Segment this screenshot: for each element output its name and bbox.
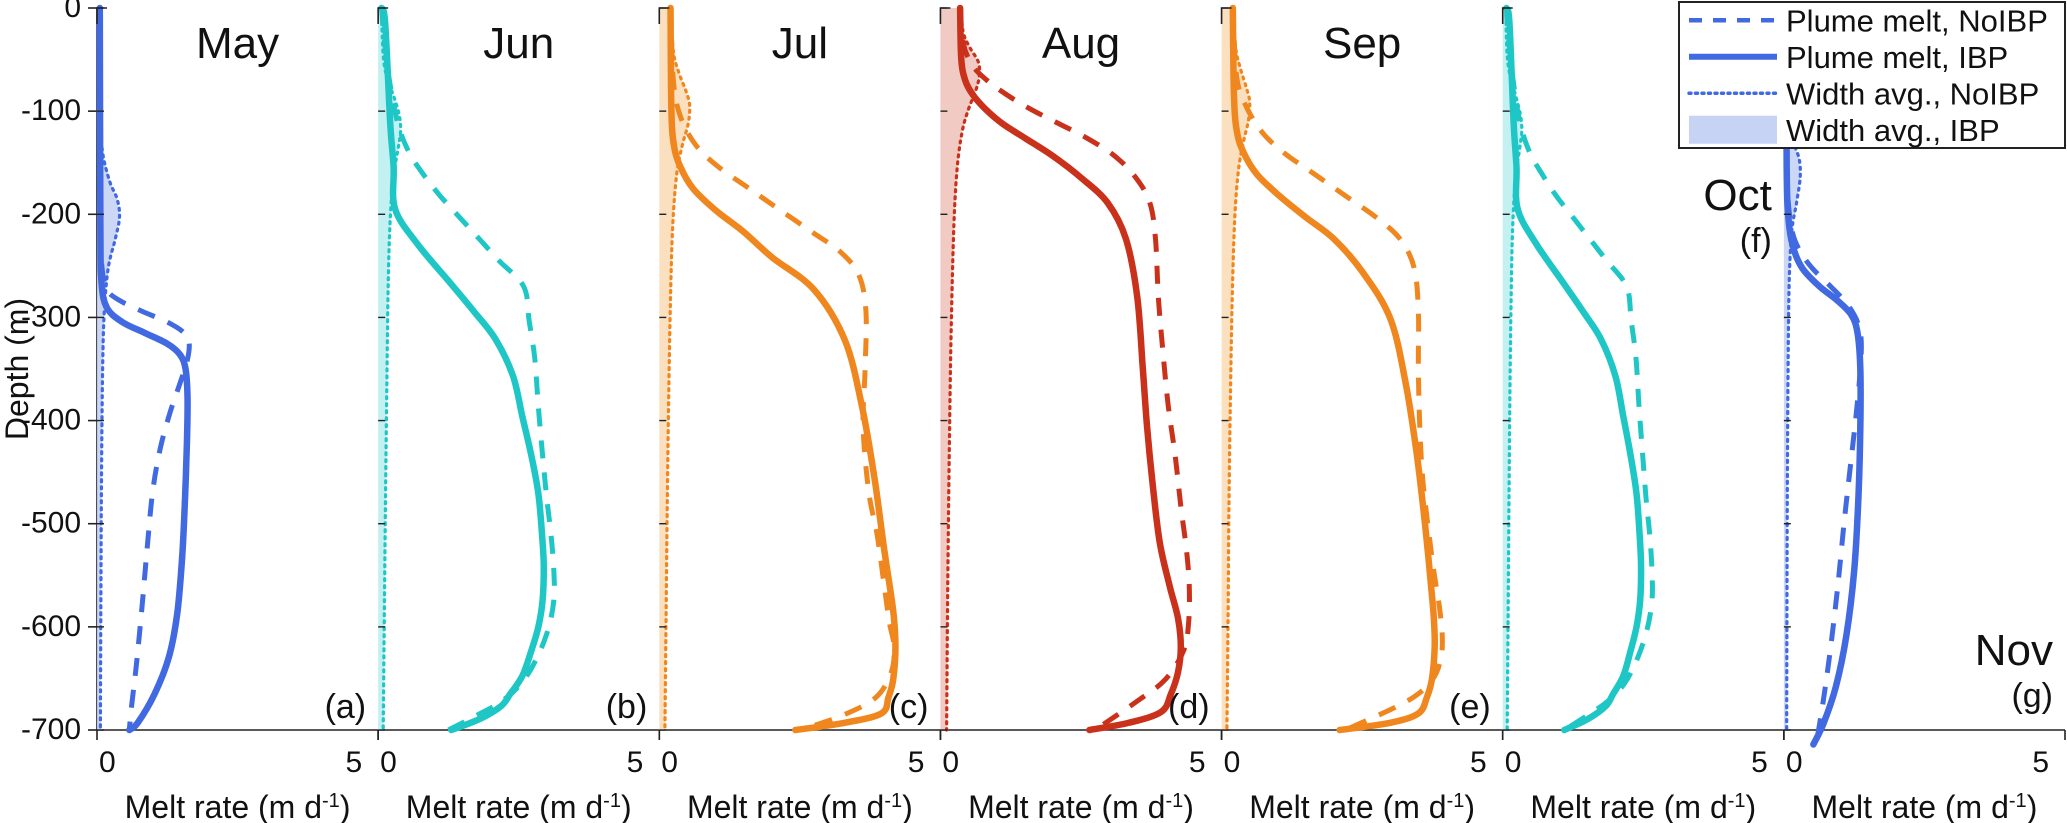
svg-text:Melt rate (m d-1): Melt rate (m d-1) [968,789,1194,823]
svg-text:Aug: Aug [1042,19,1120,68]
svg-text:Melt rate (m d-1): Melt rate (m d-1) [687,789,913,823]
svg-text:Oct: Oct [1703,171,1771,220]
svg-text:5: 5 [1189,746,1206,779]
svg-text:Melt rate (m d-1): Melt rate (m d-1) [1249,789,1475,823]
svg-text:Jul: Jul [772,19,828,68]
svg-text:0: 0 [1224,746,1241,779]
svg-text:Sep: Sep [1323,19,1401,68]
svg-text:Plume melt, NoIBP: Plume melt, NoIBP [1786,3,2048,38]
svg-text:5: 5 [627,746,644,779]
svg-text:Melt rate (m d-1): Melt rate (m d-1) [125,789,351,823]
svg-text:(f): (f) [1740,222,1772,260]
svg-text:(e): (e) [1449,688,1491,726]
svg-text:Width avg., IBP: Width avg., IBP [1786,113,2000,148]
svg-text:Melt rate (m d-1): Melt rate (m d-1) [1812,789,2038,823]
svg-text:Melt rate (m d-1): Melt rate (m d-1) [1530,789,1756,823]
svg-text:-500: -500 [21,507,81,540]
svg-text:-600: -600 [21,610,81,643]
svg-text:(d): (d) [1168,688,1210,726]
svg-text:(c): (c) [889,688,929,726]
svg-text:5: 5 [1470,746,1487,779]
svg-text:0: 0 [1786,746,1803,779]
svg-text:Width avg., NoIBP: Width avg., NoIBP [1786,76,2039,111]
svg-text:(b): (b) [606,688,648,726]
svg-text:0: 0 [64,0,81,24]
svg-text:0: 0 [942,746,959,779]
svg-text:Jun: Jun [483,19,554,68]
svg-text:-700: -700 [21,713,81,746]
svg-text:5: 5 [908,746,925,779]
svg-text:-200: -200 [21,197,81,230]
svg-text:0: 0 [99,746,116,779]
svg-text:0: 0 [661,746,678,779]
svg-text:-100: -100 [21,94,81,127]
svg-text:May: May [196,19,279,68]
svg-text:0: 0 [1505,746,1522,779]
svg-text:0: 0 [380,746,397,779]
svg-text:Nov: Nov [1975,626,2053,675]
svg-text:(g): (g) [2011,677,2053,715]
svg-text:(a): (a) [325,688,367,726]
svg-text:5: 5 [2032,746,2049,779]
svg-text:5: 5 [1751,746,1768,779]
svg-text:Depth (m): Depth (m) [0,298,35,440]
svg-text:Melt rate (m d-1): Melt rate (m d-1) [406,789,632,823]
svg-text:5: 5 [345,746,362,779]
svg-text:Plume melt, IBP: Plume melt, IBP [1786,40,2008,75]
